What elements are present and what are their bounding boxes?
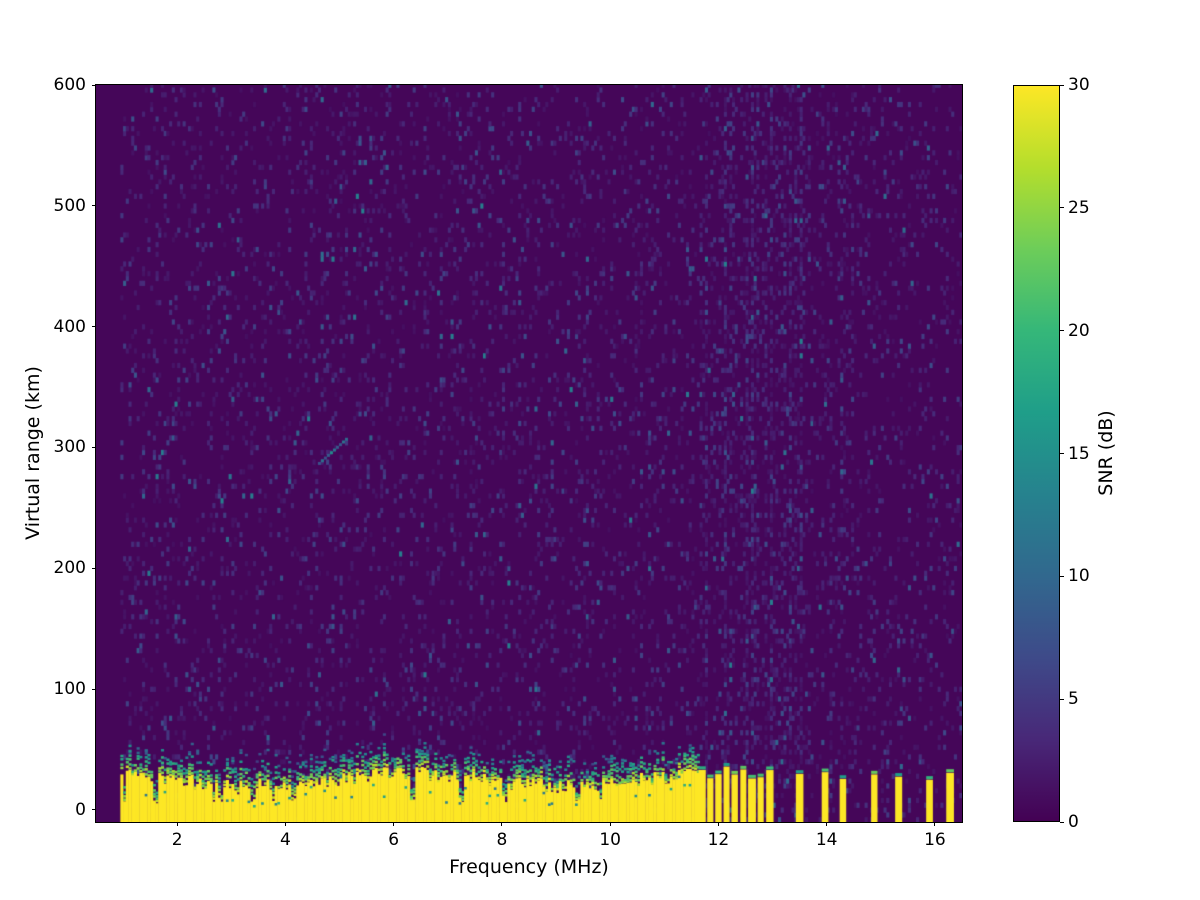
colorbar-tick-label: 20: [1068, 320, 1090, 341]
x-tick-label: 16: [924, 830, 946, 850]
y-tick-mark: [92, 809, 96, 811]
y-tick-mark: [92, 567, 96, 569]
colorbar-tick-mark: [1060, 575, 1064, 577]
y-tick-label: 600: [53, 75, 86, 95]
x-tick-mark: [717, 822, 719, 826]
ionogram-canvas: [96, 85, 962, 822]
colorbar-tick-label: 30: [1068, 75, 1090, 95]
x-tick-mark: [501, 822, 503, 826]
y-tick-mark: [92, 84, 96, 86]
y-tick-mark: [92, 326, 96, 328]
y-tick-label: 200: [53, 558, 86, 579]
colorbar-tick-label: 0: [1068, 812, 1079, 832]
x-tick-label: 6: [388, 830, 400, 850]
x-axis-label: Frequency (MHz): [449, 856, 609, 878]
y-tick-label: 400: [53, 316, 86, 337]
colorbar-tick-label: 5: [1068, 689, 1079, 710]
colorbar-tick-mark: [1060, 453, 1064, 454]
y-tick-mark: [92, 446, 96, 448]
x-tick-mark: [393, 822, 395, 826]
x-tick-label: 12: [707, 830, 730, 850]
y-tick-label: 500: [53, 195, 86, 216]
x-tick-label: 2: [171, 830, 183, 850]
y-tick-label: 100: [53, 679, 86, 700]
colorbar-tick-mark: [1060, 84, 1064, 86]
x-tick-label: 10: [599, 830, 621, 850]
x-tick-label: 14: [815, 830, 838, 850]
y-tick-label: 0: [75, 799, 86, 820]
x-tick-label: 4: [280, 830, 291, 850]
colorbar-tick-mark: [1060, 330, 1064, 332]
x-tick-mark: [176, 822, 178, 826]
x-tick-mark: [284, 822, 286, 826]
x-tick-label: 8: [496, 830, 508, 850]
colorbar-tick-label: 25: [1068, 197, 1090, 218]
y-tick-mark: [92, 688, 96, 690]
colorbar: [1013, 85, 1060, 822]
y-tick-label: 300: [53, 437, 86, 458]
y-tick-mark: [92, 205, 96, 207]
plot-area: [95, 84, 963, 823]
x-tick-mark: [609, 822, 611, 826]
colorbar-tick-mark: [1060, 698, 1064, 700]
colorbar-tick-mark: [1060, 207, 1064, 209]
colorbar-tick-mark: [1060, 821, 1064, 823]
x-tick-mark: [826, 822, 828, 826]
colorbar-tick-label: 15: [1068, 443, 1090, 464]
x-tick-mark: [934, 822, 936, 826]
colorbar-tick-label: 10: [1068, 566, 1090, 587]
